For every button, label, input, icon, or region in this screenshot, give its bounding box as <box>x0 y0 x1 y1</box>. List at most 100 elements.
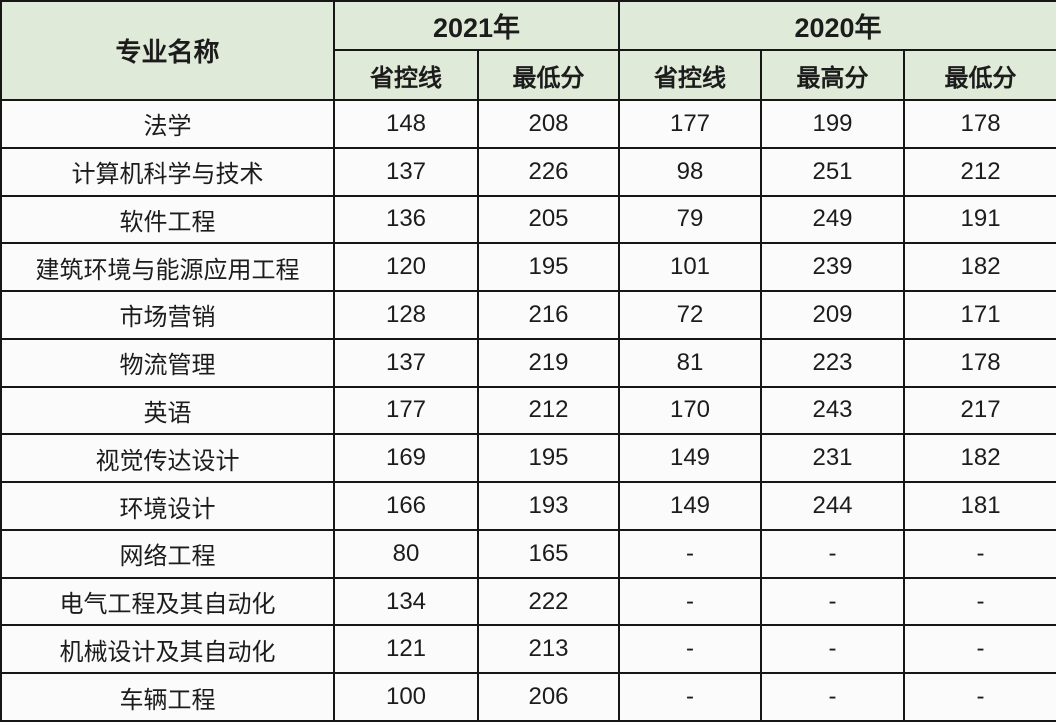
table-row: 电气工程及其自动化 134 222- - - <box>0 576 1056 627</box>
table-row: 网络工程 80 165- - - <box>0 528 1056 579</box>
score-cell: - <box>618 624 763 675</box>
score-cell: 191 <box>903 194 1056 245</box>
score-cell: 170 <box>618 385 763 436</box>
score-cell: 177 <box>333 385 479 436</box>
score-cell: 137 <box>333 146 479 197</box>
score-cell: 195 <box>476 242 621 293</box>
score-cell: 205 <box>476 194 621 245</box>
header-row-subcolumns: 省控线 最低分 省控线 最高分 最低分 <box>1 49 1056 101</box>
table-row: 建筑环境与能源应用工程 120 195 101 239 182 <box>0 242 1056 293</box>
score-cell: - <box>760 672 906 722</box>
score-cell: 181 <box>903 481 1056 531</box>
table-row: 视觉传达设计 169 195 149 231 182 <box>0 433 1056 484</box>
score-cell: 100 <box>333 672 479 722</box>
score-cell: 212 <box>903 146 1056 197</box>
major-name-cell: 计算机科学与技术 <box>0 146 335 197</box>
score-cell: 231 <box>760 433 906 484</box>
score-cell: 243 <box>760 385 906 436</box>
table-row: 市场营销 128 216 72 209 171 <box>0 290 1056 340</box>
score-cell: 212 <box>476 385 621 436</box>
table-row: 法学 148 208 177 199 178 <box>0 99 1056 149</box>
score-cell: 206 <box>476 672 621 722</box>
score-cell: 226 <box>476 146 621 197</box>
major-name-cell: 视觉传达设计 <box>0 433 335 484</box>
major-name-cell: 机械设计及其自动化 <box>0 624 335 675</box>
table-body: 法学 148 208 177 199 178 计算机科学与技术 137 226 98 251 212 软… <box>0 99 1056 722</box>
score-cell: - <box>903 672 1056 722</box>
table-row: 环境设计 166 193 149 244 181 <box>0 481 1056 531</box>
score-cell: 177 <box>618 99 763 149</box>
score-cell: 81 <box>618 337 763 388</box>
major-name-cell: 法学 <box>0 99 335 149</box>
column-group-2021: 2021年 <box>332 0 621 51</box>
score-cell: 136 <box>333 194 479 245</box>
score-cell: 79 <box>618 194 763 245</box>
score-cell: 217 <box>903 385 1056 436</box>
header-row-years: 专业名称 2021年 2020年 <box>0 0 1056 101</box>
score-cell: 208 <box>476 99 621 149</box>
column-header-2020-control-line: 省控线 <box>618 49 763 101</box>
major-name-cell: 英语 <box>0 385 335 436</box>
major-name-cell: 软件工程 <box>0 194 335 245</box>
score-cell: 149 <box>618 481 763 531</box>
score-cell: 199 <box>760 99 906 149</box>
score-cell: 216 <box>476 290 621 340</box>
score-cell: - <box>760 624 906 675</box>
score-cell: - <box>903 624 1056 675</box>
score-cell: - <box>903 576 1056 627</box>
table-row: 英语 177 212 170 243 217 <box>0 385 1056 436</box>
score-cell: 149 <box>618 433 763 484</box>
major-name-cell: 车辆工程 <box>0 672 335 722</box>
column-group-2020: 2020年 <box>618 0 1056 51</box>
score-cell: 219 <box>476 337 621 388</box>
score-cell: 178 <box>903 337 1056 388</box>
score-cell: - <box>760 576 906 627</box>
table-row: 车辆工程 100 206- - - <box>0 672 1056 722</box>
score-cell: - <box>618 528 763 579</box>
table-row: 物流管理 137 219 81 223 178 <box>0 337 1056 388</box>
score-cell: - <box>618 672 763 722</box>
major-name-cell: 市场营销 <box>0 290 335 340</box>
score-cell: 98 <box>618 146 763 197</box>
major-name-cell: 环境设计 <box>0 481 335 531</box>
score-cell: 244 <box>760 481 906 531</box>
score-cell: 193 <box>476 481 621 531</box>
score-cell: 128 <box>333 290 479 340</box>
score-cell: - <box>618 576 763 627</box>
score-cell: 169 <box>333 433 479 484</box>
column-header-2020-lowest-score: 最低分 <box>903 49 1056 101</box>
score-cell: 101 <box>618 242 763 293</box>
score-cell: 223 <box>760 337 906 388</box>
score-cell: - <box>903 528 1056 579</box>
score-cell: 166 <box>333 481 479 531</box>
column-header-2021-control-line: 省控线 <box>333 49 479 101</box>
score-cell: 178 <box>903 99 1056 149</box>
score-cell: 239 <box>760 242 906 293</box>
score-cell: 148 <box>333 99 479 149</box>
column-header-major: 专业名称 <box>0 0 335 101</box>
score-cell: 182 <box>903 433 1056 484</box>
score-cell: 137 <box>333 337 479 388</box>
table-row: 软件工程 136 205 79 249 191 <box>0 194 1056 245</box>
score-cell: 249 <box>760 194 906 245</box>
table-row: 计算机科学与技术 137 226 98 251 212 <box>0 146 1056 197</box>
score-cell: 171 <box>903 290 1056 340</box>
score-cell: 222 <box>476 576 621 627</box>
score-cell: - <box>760 528 906 579</box>
score-cell: 195 <box>476 433 621 484</box>
score-cell: 209 <box>760 290 906 340</box>
major-name-cell: 电气工程及其自动化 <box>0 576 335 627</box>
score-cell: 72 <box>618 290 763 340</box>
score-cell: 121 <box>333 624 479 675</box>
major-name-cell: 建筑环境与能源应用工程 <box>0 242 335 293</box>
score-cell: 134 <box>333 576 479 627</box>
score-cell: 213 <box>476 624 621 675</box>
score-cell: 182 <box>903 242 1056 293</box>
score-cell: 120 <box>333 242 479 293</box>
score-cell: 165 <box>476 528 621 579</box>
column-header-2021-lowest-score: 最低分 <box>476 49 621 101</box>
major-name-cell: 物流管理 <box>0 337 335 388</box>
major-name-cell: 网络工程 <box>0 528 335 579</box>
